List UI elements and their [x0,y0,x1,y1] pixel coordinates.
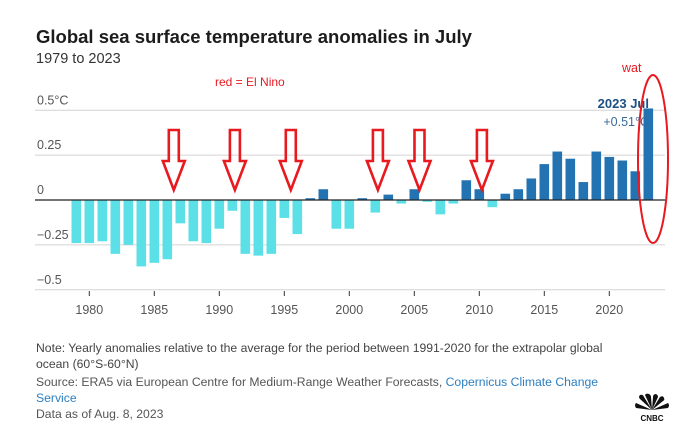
bar-2023 [643,108,654,200]
x-tick-label: 1980 [75,303,103,317]
footnote: Note: Yearly anomalies relative to the a… [36,341,603,371]
bar-1992 [240,200,251,254]
source-link[interactable]: Copernicus Climate Change Service [36,375,599,405]
x-tick-label: 2005 [400,303,428,317]
bar-2007 [435,200,446,215]
bar-1985 [149,200,160,263]
cnbc-logo-icon: CNBC [635,393,669,423]
source-line: Source: ERA5 via European Centre for Med… [36,374,636,406]
x-tick-label: 1985 [140,303,168,317]
highlight-label: 2023 Jul [598,96,649,111]
bar-2001 [357,198,368,200]
bar-2000 [344,200,355,229]
highlight-ellipse [637,74,669,244]
bar-1994 [266,200,277,254]
footer: Note: Yearly anomalies relative to the a… [36,340,636,422]
y-tick-label: −0.5 [37,273,62,287]
bar-2011 [487,200,498,208]
bar-1986 [162,200,173,260]
chart-title: Global sea surface temperature anomalies… [36,26,472,47]
wat-annotation: wat [621,61,642,75]
source-text: Source: ERA5 via European Centre for Med… [36,375,446,389]
el-nino-arrow-icon [222,128,248,194]
bar-2015 [539,164,550,200]
bar-1991 [227,200,238,211]
highlight-value: +0.51°C [603,115,649,129]
x-tick-label: 1990 [205,303,233,317]
bar-2021 [617,160,628,200]
data-date: Data as of Aug. 8, 2023 [36,407,164,421]
el-nino-arrow-icon [406,128,433,194]
bar-2014 [526,178,537,200]
x-tick-label: 2015 [530,303,558,317]
el-nino-legend-note: red = El Nino [215,75,285,89]
x-tick-label: 2000 [335,303,363,317]
bar-1989 [201,200,212,244]
bar-1997 [305,198,316,200]
svg-text:CNBC: CNBC [640,414,663,423]
y-tick-label: 0.5°C [37,93,68,107]
el-nino-arrow-icon [469,128,495,194]
bar-1999 [331,200,342,229]
bar-1988 [188,200,199,242]
bar-1995 [279,200,290,218]
bar-2017 [565,158,576,200]
bar-2019 [591,151,602,200]
bar-2018 [578,182,589,200]
bar-2002 [370,200,381,213]
bar-1982 [110,200,121,254]
bar-2003 [383,194,394,200]
bar-1981 [97,200,108,242]
bar-2008 [448,200,459,204]
bar-1984 [136,200,147,267]
bar-1979 [71,200,82,244]
chart-subtitle: 1979 to 2023 [36,51,121,67]
bar-2004 [396,200,407,204]
bar-2013 [513,189,524,200]
x-tick-label: 2010 [465,303,493,317]
el-nino-arrow-icon [277,128,304,194]
bar-1980 [84,200,95,244]
bar-2016 [552,151,563,200]
y-tick-label: 0.25 [37,138,61,152]
bar-2005 [409,189,420,200]
bar-1996 [292,200,303,235]
bar-2020 [604,156,615,200]
y-tick-label: −0.25 [37,228,69,242]
bar-1983 [123,200,134,245]
bar-1993 [253,200,264,256]
bar-1987 [175,200,186,224]
bar-2006 [422,200,433,202]
bar-2010 [474,189,485,200]
bar-1990 [214,200,225,229]
el-nino-arrow-icon [365,128,391,194]
bar-1998 [318,189,329,200]
y-tick-label: 0 [37,183,44,197]
bar-2009 [461,180,472,200]
x-tick-label: 2020 [595,303,623,317]
el-nino-arrow-icon [160,128,187,194]
x-tick-label: 1995 [270,303,298,317]
bar-2012 [500,193,511,200]
bar-2022 [630,171,641,200]
